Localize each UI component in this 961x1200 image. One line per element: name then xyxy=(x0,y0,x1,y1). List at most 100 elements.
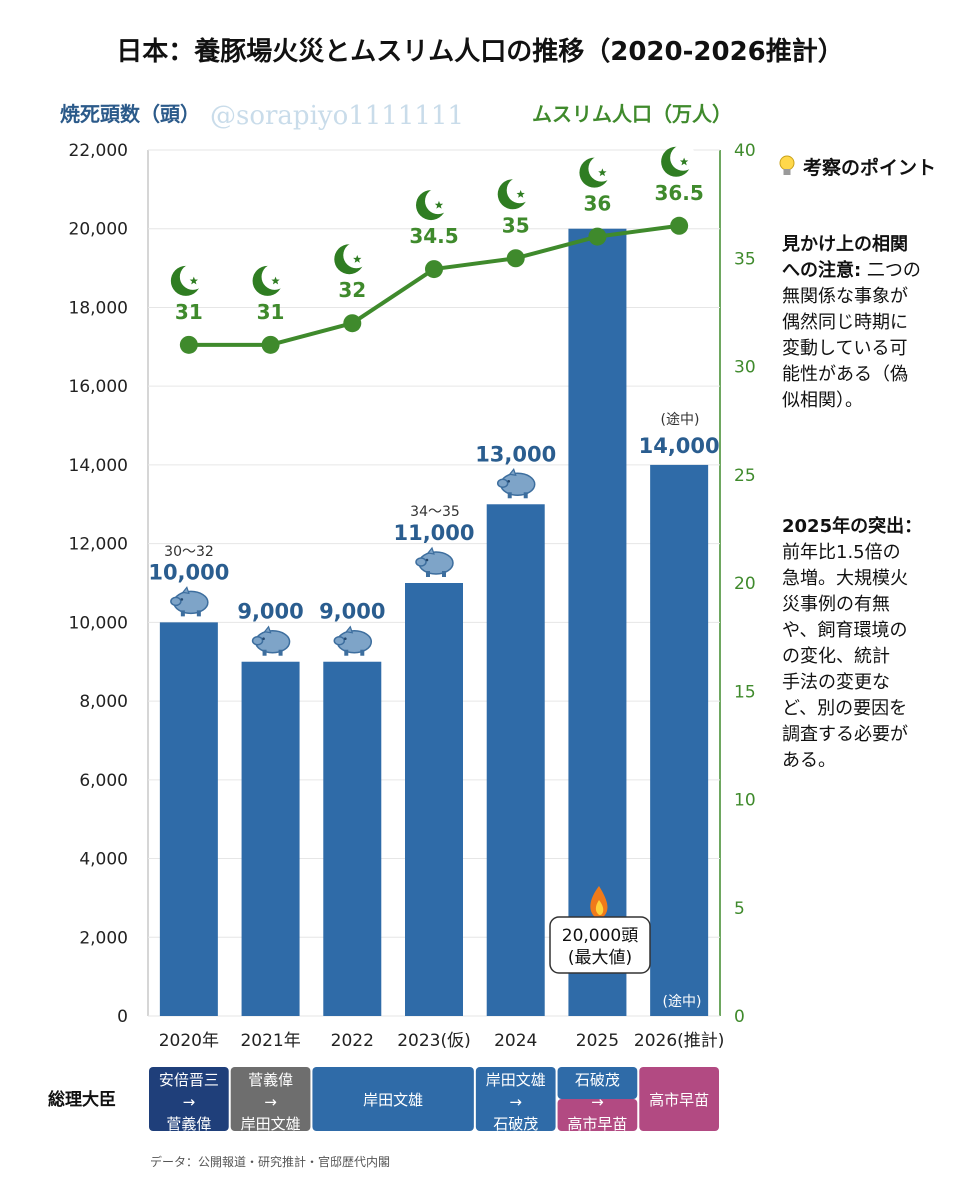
line-value-label: 31 xyxy=(175,300,203,324)
line-value-label: 35 xyxy=(502,213,530,237)
left-tick-label: 12,000 xyxy=(69,535,128,555)
line-value-label: 32 xyxy=(338,278,366,302)
sidebar-line: の変化、統計 xyxy=(782,646,890,667)
right-tick-label: 40 xyxy=(734,141,756,161)
left-tick-label: 6,000 xyxy=(79,771,128,791)
sidebar-line: 偶然同じ時期に xyxy=(782,312,908,333)
pm-cell-text: → xyxy=(183,1093,196,1111)
prime-minister-cell: 安倍晋三 → 菅義偉 xyxy=(149,1067,229,1133)
in-progress-label-bottom: (途中) xyxy=(663,993,702,1010)
bar-decorations: 10,000 9,000 9,000 11,000 13,000 14,000 xyxy=(148,434,720,657)
pig-icon xyxy=(170,586,209,618)
in-progress-label-top: (途中) xyxy=(661,411,700,428)
crescent-icon xyxy=(252,263,288,296)
crescent-icon xyxy=(416,188,451,221)
pm-cell-bg xyxy=(557,1067,638,1099)
line-point xyxy=(588,227,607,246)
x-tick-label: 2024 xyxy=(494,1031,537,1051)
x-axis-ticks: 2020年 2021年 2022 2023(仮) 2024 2025 2026(推計) xyxy=(159,1031,725,1051)
range-label-2020: 30〜32 xyxy=(164,544,214,560)
pm-cell-text: → xyxy=(591,1093,604,1111)
pig-icon xyxy=(333,625,373,657)
x-tick-label: 2025 xyxy=(576,1031,619,1051)
pm-cell-text: 安倍晋三 xyxy=(159,1071,219,1089)
bar-value-label: 11,000 xyxy=(393,521,474,545)
right-tick-label: 15 xyxy=(734,682,756,702)
source-note: データ：公開報道・研究推計・官邸歴代内閣 xyxy=(150,1154,390,1169)
sidebar-line: や、飼育環境の xyxy=(782,620,907,641)
line-value-label: 34.5 xyxy=(409,224,458,248)
sidebar-line: ある。 xyxy=(782,750,836,771)
prime-minister-cell: 石破茂 → 高市早苗 xyxy=(557,1067,638,1133)
line-point xyxy=(506,249,525,268)
sidebar-line: 調査する必要が xyxy=(782,724,908,745)
range-label-2023: 34〜35 xyxy=(410,504,460,520)
max-value-line2: (最大値) xyxy=(568,948,632,968)
line-value-label: 31 xyxy=(257,300,285,324)
bar xyxy=(650,464,709,1017)
pm-cell-text: 岸田文雄 xyxy=(241,1115,301,1133)
bar-value-label: 13,000 xyxy=(475,442,556,466)
pm-cell-text: → xyxy=(264,1093,277,1111)
right-tick-label: 25 xyxy=(734,466,756,486)
pm-cell-text: → xyxy=(509,1093,522,1111)
right-tick-label: 5 xyxy=(734,899,745,919)
chart-title: 日本：養豚場火災とムスリム人口の推移（2020-2026推計） xyxy=(116,36,844,67)
pm-cell-text: 菅義偉 xyxy=(166,1115,211,1133)
pm-cell-text: 岸田文雄 xyxy=(363,1091,423,1109)
prime-minister-cell: 高市早苗 xyxy=(639,1067,719,1131)
pm-cell-bg xyxy=(312,1067,474,1131)
prime-minister-row-label: 総理大臣 xyxy=(48,1089,116,1110)
pm-cell-text: 高市早苗 xyxy=(567,1115,627,1133)
pm-cell-text: 石破茂 xyxy=(575,1071,620,1089)
left-axis-title: 焼死頭数（頭） xyxy=(60,102,200,126)
pm-cell-bg xyxy=(230,1067,311,1131)
left-tick-label: 22,000 xyxy=(69,141,128,161)
max-value-line1: 20,000頭 xyxy=(562,926,638,946)
sidebar-line: 見かけ上の相関 xyxy=(781,234,908,255)
pm-cell-bg xyxy=(557,1099,638,1131)
x-tick-label: 2022 xyxy=(331,1031,374,1051)
prime-minister-cell: 菅義偉 → 岸田文雄 xyxy=(230,1067,311,1133)
right-tick-label: 10 xyxy=(734,791,756,811)
sidebar-line: への注意: 二つの xyxy=(782,259,921,281)
right-axis-title: ムスリム人口（万人） xyxy=(532,102,732,126)
bar-value-label: 14,000 xyxy=(639,434,720,458)
pm-cell-bg xyxy=(149,1067,229,1131)
right-tick-label: 0 xyxy=(734,1007,745,1027)
prime-minister-cell: 岸田文雄 xyxy=(312,1067,474,1131)
crescent-icon xyxy=(334,242,370,275)
line-point xyxy=(261,335,280,354)
pig-icon xyxy=(496,468,536,500)
left-tick-label: 8,000 xyxy=(79,692,128,712)
right-tick-label: 30 xyxy=(734,358,756,378)
crescent-icon xyxy=(497,177,533,210)
x-tick-label: 2021年 xyxy=(240,1031,300,1051)
crescent-icon xyxy=(579,155,615,188)
sidebar-line: 急増。大規模火 xyxy=(782,568,908,589)
prime-minister-cell: 岸田文雄 → 石破茂 xyxy=(475,1067,556,1133)
sidebar-line: 能性がある（偽 xyxy=(782,364,908,385)
pm-cell-bg xyxy=(475,1067,556,1131)
bars xyxy=(159,228,709,1017)
pm-cell-bg xyxy=(639,1067,719,1131)
left-tick-label: 10,000 xyxy=(69,613,128,633)
left-tick-label: 0 xyxy=(117,1007,128,1027)
left-tick-label: 20,000 xyxy=(69,220,128,240)
x-tick-label: 2023(仮) xyxy=(397,1031,471,1051)
sidebar-line: 似相関）。 xyxy=(782,390,863,411)
x-tick-label: 2020年 xyxy=(159,1031,219,1051)
right-tick-label: 35 xyxy=(734,249,756,269)
max-value-callout: 20,000頭 (最大値) xyxy=(549,886,651,974)
sidebar-line: 2025年の突出： xyxy=(782,515,922,537)
watermark: @sorapiyo1111111 xyxy=(210,101,464,131)
line-point xyxy=(425,260,443,279)
bar xyxy=(323,661,382,1016)
line-series: 31 31 32 34.5 35 36 36.5 xyxy=(170,144,704,354)
pm-cell-text: 菅義偉 xyxy=(248,1071,293,1089)
bar-value-label: 9,000 xyxy=(237,600,303,624)
left-tick-label: 18,000 xyxy=(69,298,128,318)
